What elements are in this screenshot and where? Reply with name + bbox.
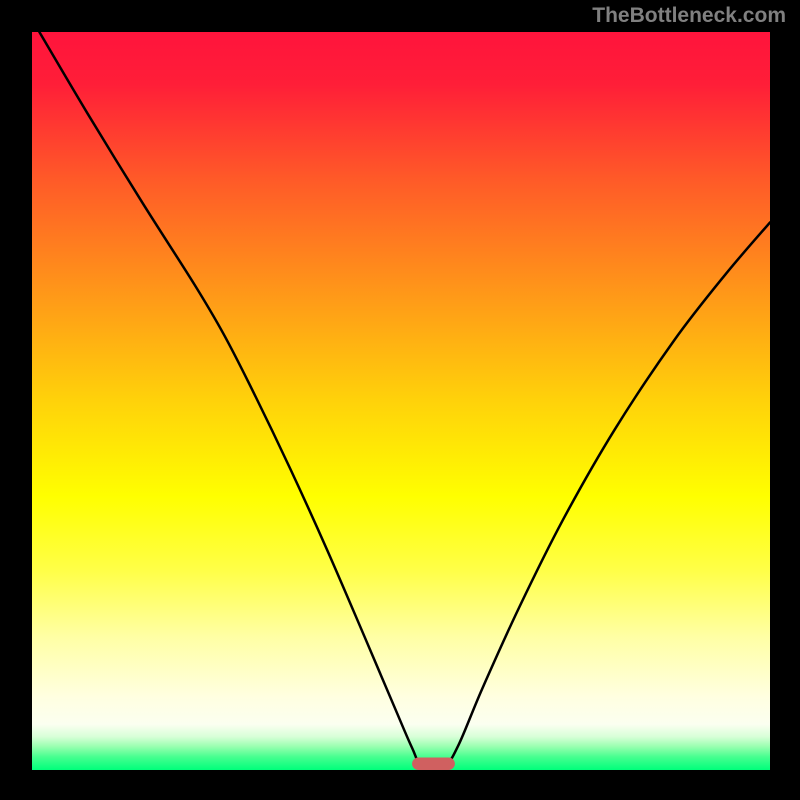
bottleneck-chart bbox=[32, 32, 770, 770]
source-watermark: TheBottleneck.com bbox=[592, 4, 786, 28]
chart-container: TheBottleneck.com bbox=[0, 0, 800, 800]
optimal-point-marker bbox=[412, 757, 455, 770]
gradient-background bbox=[32, 32, 770, 770]
